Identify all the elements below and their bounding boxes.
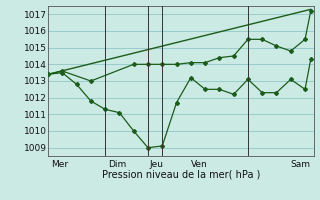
Text: Ven: Ven	[191, 160, 208, 169]
X-axis label: Pression niveau de la mer( hPa ): Pression niveau de la mer( hPa )	[102, 170, 260, 180]
Text: Jeu: Jeu	[149, 160, 164, 169]
Text: Mer: Mer	[51, 160, 68, 169]
Text: Dim: Dim	[108, 160, 126, 169]
Text: Sam: Sam	[291, 160, 311, 169]
